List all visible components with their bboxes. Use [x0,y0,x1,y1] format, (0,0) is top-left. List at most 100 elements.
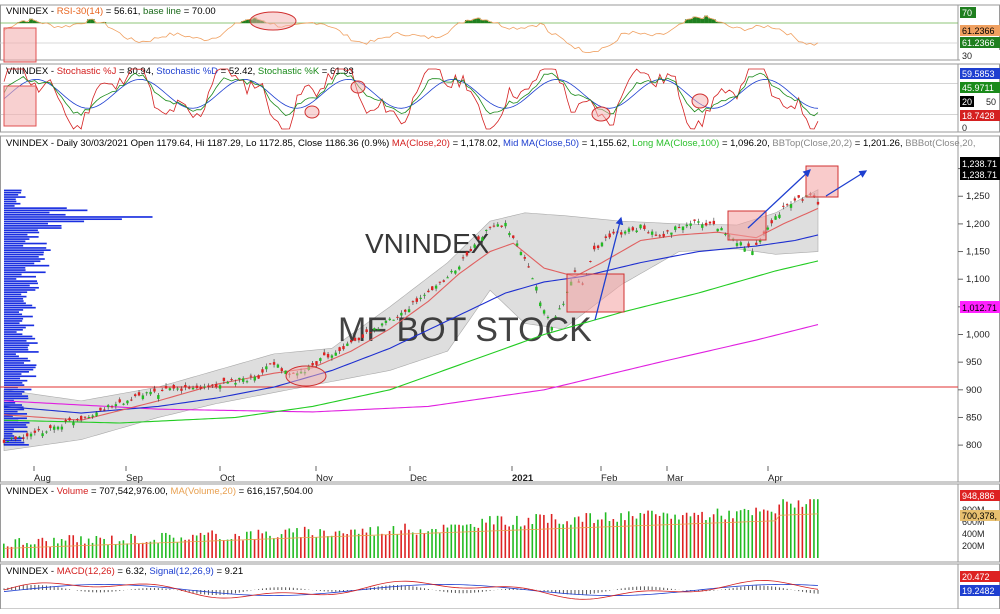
rsi-header-part: base line [143,6,181,17]
volume-bar [176,542,179,558]
volume-profile-bar [4,253,44,256]
candle [164,385,168,389]
candle [187,387,191,389]
highlight-box [805,165,839,198]
volume-profile-bar [4,417,27,420]
candle [801,199,804,201]
highlight-ellipse [691,93,709,109]
macd-line [3,580,819,600]
volume-bar [103,538,105,558]
volume-profile-bar [4,262,35,265]
candle [704,222,708,226]
candle [523,257,527,259]
volume-profile-bar [4,238,30,240]
candle [45,431,48,433]
volume-bar [168,534,171,558]
rsi-header-part: VNINDEX - [6,6,57,17]
candle [735,243,739,246]
volume-bar [519,526,522,558]
candle [542,310,546,314]
volume-header-part: = 707,542,976.00, [88,486,170,497]
volume-bar [516,515,518,558]
candle [350,340,353,343]
price-axis-label: 850 [966,412,982,423]
candle [400,312,403,316]
candle [191,387,195,390]
volume-bar [566,521,568,558]
volume-bar [246,531,248,558]
volume-bar [535,514,537,558]
volume-profile-bar [4,198,16,201]
volume-bar [392,526,395,558]
volume-profile-bar [4,335,33,338]
candle [257,375,260,379]
volume-profile-bar [4,404,23,406]
candle [415,298,418,302]
volume-profile-bar [4,424,27,426]
candle [589,261,592,263]
highlight-box [3,27,37,63]
volume-bar [631,516,634,558]
price-axis-label: 1,000 [966,330,990,341]
candle [79,415,83,420]
volume-bar [222,540,225,558]
price-badge [960,157,1000,169]
volume-bar [654,514,657,558]
volume-bar [296,528,298,558]
volume-bar [431,528,433,558]
volume-bar [3,543,5,558]
candle [724,233,727,235]
volume-bar [26,543,28,558]
month-label: Dec [410,473,427,484]
volume-bar [793,507,796,558]
watermark-text: MF BOT STOCK [338,311,592,349]
candle [377,329,380,331]
volume-bar [288,528,291,558]
candle [573,270,577,272]
candle [99,407,102,411]
candle [539,302,542,307]
volume-bar [817,499,819,558]
volume-bar [662,512,665,558]
volume-bar [469,524,472,558]
candle [384,320,388,323]
volume-bar [377,526,379,558]
volume-profile-bar [4,229,38,232]
volume-bar [581,521,584,558]
volume-bar [91,542,94,558]
volume-bar [570,524,572,558]
candle [157,395,160,399]
price-axis-label: 1,150 [966,247,990,258]
candle [442,280,445,282]
candle [562,303,565,305]
volume-bar [342,533,345,558]
volume-bar [450,524,453,558]
volume-profile-bar [4,244,24,247]
macd-badge-text: 19.2482 [962,586,995,596]
volume-bar [616,521,618,558]
volume-bar [33,544,36,558]
volume-profile-bar [4,375,37,378]
candle [473,244,476,248]
candle [488,226,492,228]
volume-profile-bar [4,306,36,309]
volume-bar [381,533,383,558]
candle [620,232,623,235]
candle [49,425,52,429]
rsi-line [3,15,819,54]
candle [214,384,218,388]
volume-bar [701,511,703,558]
volume-profile-bar [4,311,20,313]
candle [461,257,465,259]
volume-profile-bar [4,421,30,424]
volume-profile-bar [4,211,50,214]
volume-bar [658,515,661,558]
volume-profile-bar [4,231,40,234]
candle [226,381,229,384]
volume-bar [284,529,287,558]
candle [454,270,457,274]
volume-bar [165,532,167,558]
highlight-box [3,85,37,127]
candle [693,219,696,221]
